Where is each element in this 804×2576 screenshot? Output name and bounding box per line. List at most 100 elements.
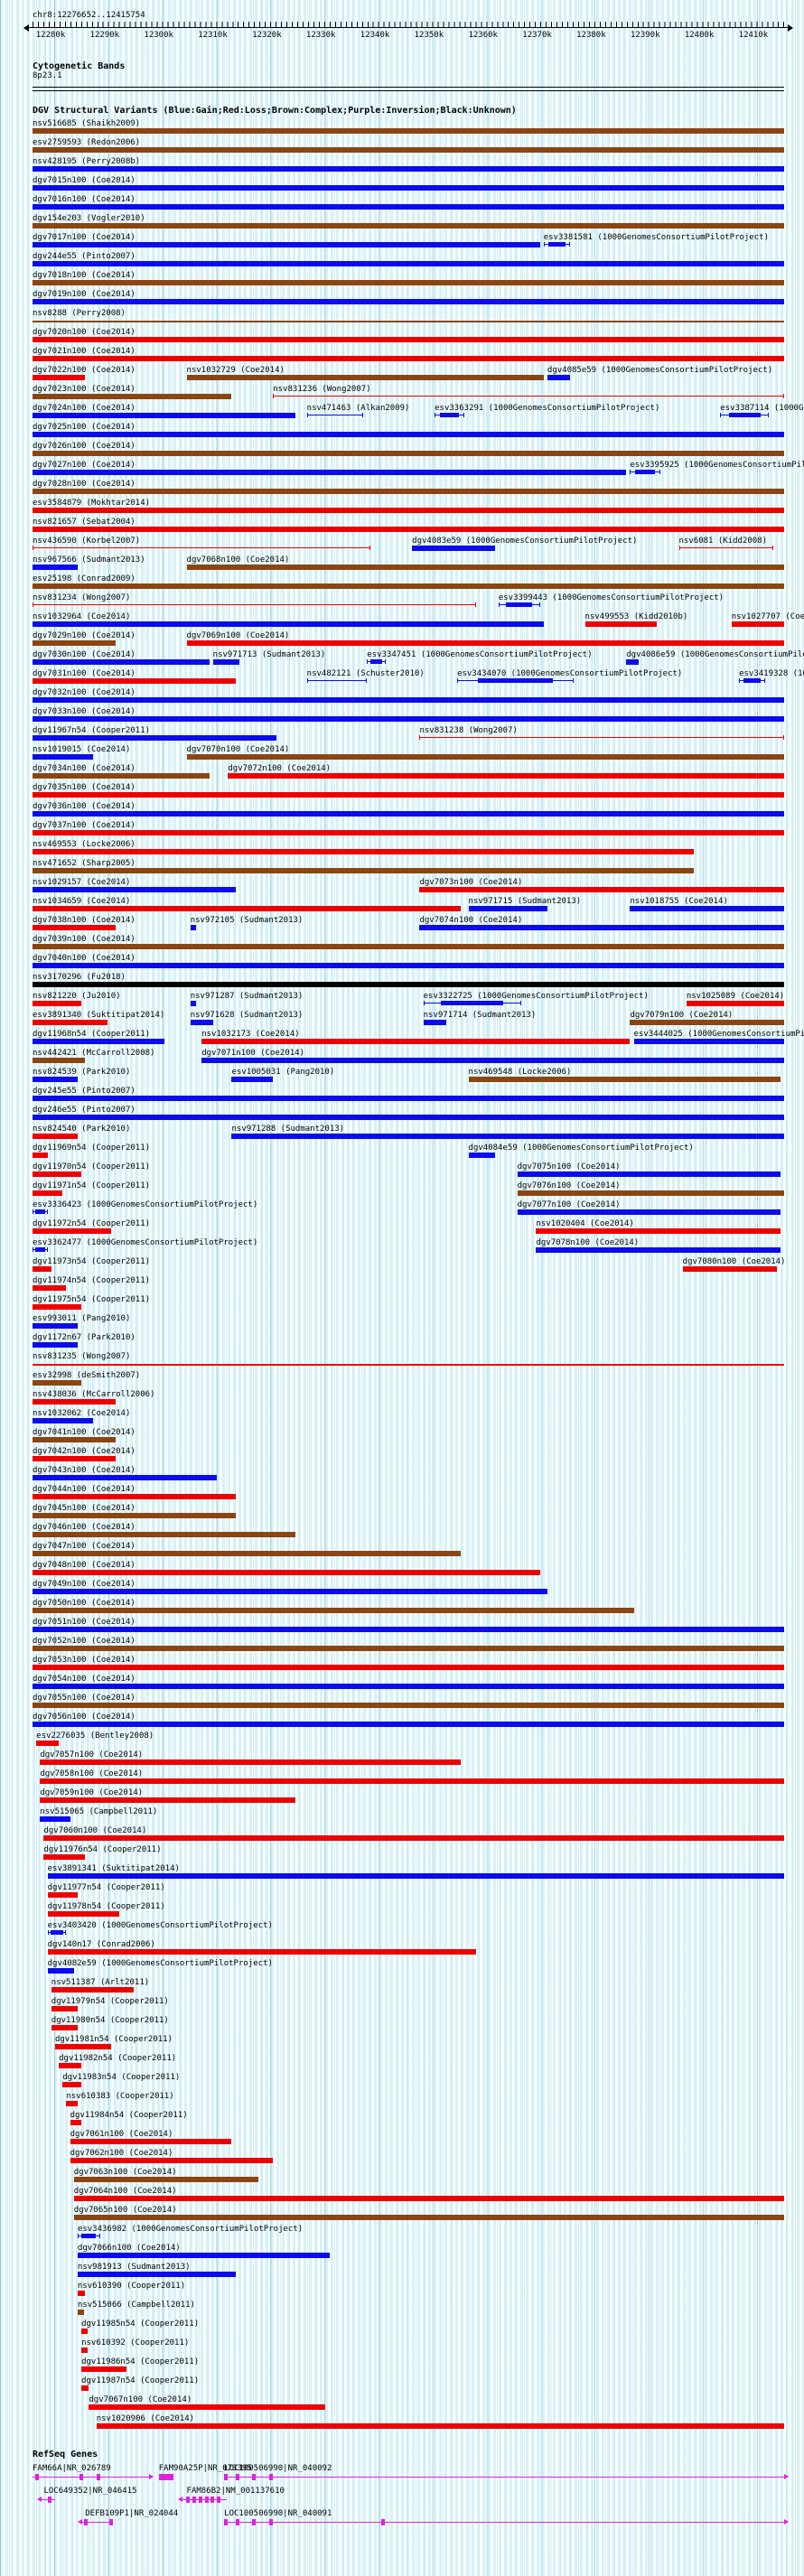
gene-glyph[interactable] [224,2474,789,2481]
variant-bar[interactable] [33,1077,78,1082]
variant-bar[interactable] [33,375,86,380]
variant-bar[interactable] [33,527,784,532]
variant-bar[interactable] [33,1532,296,1537]
variant-bar[interactable] [412,546,495,551]
variant-bar[interactable] [36,1741,60,1746]
variant-bar[interactable] [33,1608,634,1613]
variant-bar[interactable] [186,375,544,380]
variant-bar[interactable] [33,1285,67,1291]
variant-bar[interactable] [33,1209,48,1215]
variant-bar[interactable] [33,489,784,494]
variant-bar[interactable] [33,754,93,760]
variant-bar[interactable] [89,2404,326,2410]
variant-bar[interactable] [33,716,784,722]
variant-bar[interactable] [33,963,784,968]
variant-bar[interactable] [33,1266,51,1272]
variant-bar[interactable] [536,1247,781,1253]
variant-bar[interactable] [66,2101,78,2106]
variant-bar[interactable] [212,659,239,665]
variant-bar[interactable] [33,1001,82,1006]
variant-bar[interactable] [54,2044,112,2049]
variant-bar[interactable] [33,337,784,342]
variant-bar[interactable] [190,1001,197,1006]
variant-bar[interactable] [33,1684,784,1689]
variant-bar[interactable] [435,413,465,418]
variant-bar[interactable] [33,944,784,949]
variant-bar[interactable] [33,1722,784,1727]
variant-bar[interactable] [62,2082,82,2087]
variant-bar[interactable] [33,868,695,873]
variant-bar[interactable] [33,1171,82,1177]
variant-bar[interactable] [33,982,784,987]
variant-bar[interactable] [457,678,575,684]
variant-bar[interactable] [59,2063,82,2068]
variant-bar[interactable] [33,470,627,475]
variant-bar[interactable] [33,280,784,285]
variant-bar[interactable] [498,602,540,608]
variant-bar[interactable] [73,2196,784,2201]
variant-bar[interactable] [468,1153,495,1158]
variant-bar[interactable] [33,1513,236,1518]
variant-bar[interactable] [33,640,116,646]
variant-bar[interactable] [633,1039,784,1044]
variant-bar[interactable] [33,887,236,892]
variant-bar[interactable] [547,375,570,380]
variant-bar[interactable] [33,223,784,229]
variant-bar[interactable] [186,754,784,760]
variant-bar[interactable] [33,1494,236,1499]
variant-bar[interactable] [228,773,784,779]
variant-bar[interactable] [33,697,784,703]
variant-bar[interactable] [201,1039,631,1044]
variant-bar[interactable] [626,659,640,665]
variant-bar[interactable] [630,1020,784,1025]
variant-bar[interactable] [33,621,544,627]
variant-bar[interactable] [51,2025,78,2030]
variant-bar[interactable] [584,621,657,627]
variant-bar[interactable] [630,906,784,911]
variant-bar[interactable] [33,546,371,551]
variant-bar[interactable] [33,432,784,437]
variant-bar[interactable] [306,413,364,418]
variant-bar[interactable] [47,1873,784,1879]
variant-bar[interactable] [33,166,784,172]
variant-bar[interactable] [33,1058,86,1063]
variant-bar[interactable] [33,413,296,418]
variant-bar[interactable] [33,1364,784,1366]
variant-bar[interactable] [686,1001,784,1006]
variant-bar[interactable] [33,925,116,930]
variant-bar[interactable] [468,906,547,911]
variant-bar[interactable] [201,1058,784,1063]
gene-glyph[interactable] [224,2519,789,2526]
variant-bar[interactable] [419,735,784,741]
variant-bar[interactable] [231,1134,784,1139]
gene-glyph[interactable] [178,2497,227,2504]
variant-bar[interactable] [186,565,784,570]
gene-glyph[interactable] [77,2519,113,2526]
variant-bar[interactable] [33,128,784,134]
variant-bar[interactable] [47,1949,476,1955]
variant-bar[interactable] [33,147,784,153]
variant-bar[interactable] [419,925,784,930]
variant-bar[interactable] [33,1323,78,1329]
variant-bar[interactable] [423,1001,521,1006]
variant-bar[interactable] [33,1551,462,1556]
variant-bar[interactable] [273,394,784,399]
variant-bar[interactable] [70,2158,274,2163]
variant-bar[interactable] [43,1835,784,1841]
variant-bar[interactable] [33,1153,48,1158]
variant-bar[interactable] [419,887,784,892]
variant-bar[interactable] [517,1209,781,1215]
variant-bar[interactable] [33,508,784,513]
variant-bar[interactable] [33,1190,63,1196]
variant-bar[interactable] [33,1134,78,1139]
variant-bar[interactable] [33,321,784,322]
variant-bar[interactable] [33,1627,784,1632]
variant-bar[interactable] [43,1854,86,1860]
variant-bar[interactable] [47,1930,67,1936]
variant-bar[interactable] [77,2253,330,2258]
variant-bar[interactable] [40,1797,296,1803]
variant-bar[interactable] [231,1077,274,1082]
variant-bar[interactable] [33,451,784,456]
variant-bar[interactable] [40,1778,784,1784]
gene-glyph[interactable] [36,2497,55,2504]
